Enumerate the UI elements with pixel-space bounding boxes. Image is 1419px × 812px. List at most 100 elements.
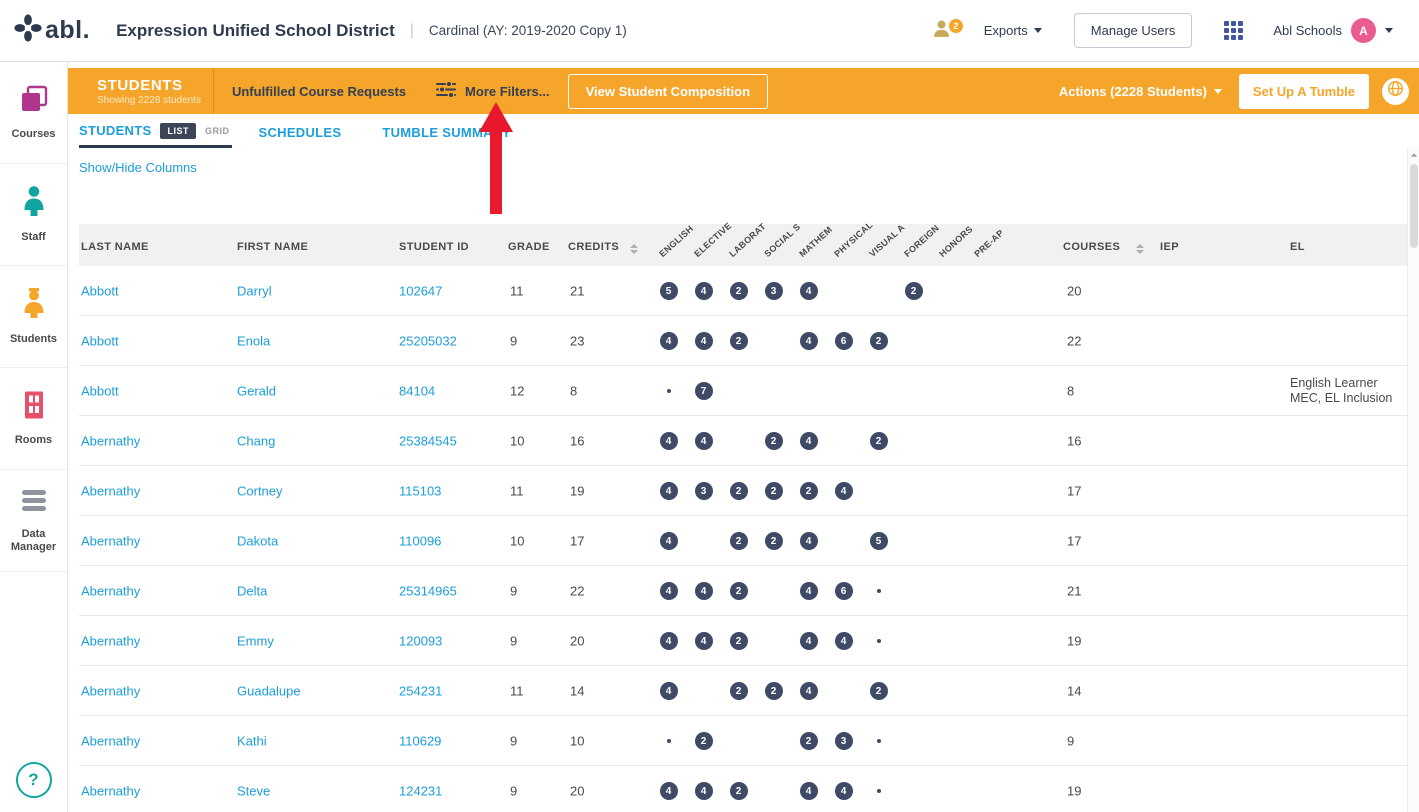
tab-students-label[interactable]: STUDENTS (79, 123, 151, 138)
grid-view-toggle[interactable]: GRID (205, 126, 230, 136)
help-button[interactable]: ? (16, 762, 52, 798)
student-last-name-link[interactable]: Abernathy (81, 733, 140, 748)
student-id-link[interactable]: 110629 (399, 733, 441, 748)
subject-column-header-foreign[interactable]: FOREIGN (902, 223, 941, 259)
student-first-name-link[interactable]: Emmy (237, 633, 274, 648)
subject-cell-pre-ap (966, 716, 1001, 766)
apps-grid-icon[interactable] (1224, 21, 1243, 40)
view-student-composition-button[interactable]: View Student Composition (568, 74, 768, 109)
courses-cell: 20 (1067, 283, 1081, 298)
student-first-name-link[interactable]: Chang (237, 433, 275, 448)
subject-cell-english: 4 (651, 766, 686, 812)
manage-users-button[interactable]: Manage Users (1074, 13, 1193, 48)
credit-count-badge: 2 (730, 532, 748, 550)
column-header-el[interactable]: EL (1290, 241, 1305, 253)
student-id-link[interactable]: 84104 (399, 383, 435, 398)
subject-column-header-pre-ap[interactable]: PRE-AP (972, 228, 1005, 259)
student-last-name-link[interactable]: Abbott (81, 283, 119, 298)
student-id-link[interactable]: 254231 (399, 683, 442, 698)
abl-logo[interactable]: abl. (12, 13, 90, 48)
column-header-last-name[interactable]: LAST NAME (81, 241, 149, 253)
subject-cell-pre-ap (966, 366, 1001, 416)
column-header-student-id[interactable]: STUDENT ID (399, 241, 469, 253)
student-last-name-link[interactable]: Abernathy (81, 433, 140, 448)
student-id-link[interactable]: 25205032 (399, 333, 457, 348)
subject-cell-mathem: 4 (791, 266, 826, 316)
unfulfilled-course-requests-button[interactable]: Unfulfilled Course Requests (232, 84, 406, 99)
subject-cell-elective: 4 (686, 416, 721, 466)
subject-cell-social-s: 2 (756, 466, 791, 516)
sidebar-item-courses[interactable]: Courses (0, 62, 67, 164)
scrollbar-up-arrow-icon[interactable] (1408, 148, 1419, 162)
student-last-name-link[interactable]: Abbott (81, 383, 119, 398)
student-first-name-link[interactable]: Gerald (237, 383, 276, 398)
student-last-name-link[interactable]: Abbott (81, 333, 119, 348)
student-last-name-link[interactable]: Abernathy (81, 783, 140, 798)
rooms-icon (21, 390, 47, 425)
user-notifications-button[interactable]: 2 (931, 18, 952, 44)
student-id-link[interactable]: 102647 (399, 283, 442, 298)
globe-button[interactable] (1382, 78, 1409, 105)
student-id-link[interactable]: 124231 (399, 783, 442, 798)
student-id-link[interactable]: 120093 (399, 633, 442, 648)
show-hide-columns-link[interactable]: Show/Hide Columns (79, 160, 197, 175)
column-header-iep[interactable]: IEP (1160, 241, 1179, 253)
more-filters-button[interactable]: More Filters... (436, 81, 550, 101)
subject-cell-mathem: 4 (791, 516, 826, 566)
tab-tumble-summary[interactable]: TUMBLE SUMMARY (382, 125, 511, 140)
subject-column-header-elective[interactable]: ELECTIVE (692, 221, 733, 259)
student-last-name-link[interactable]: Abernathy (81, 583, 140, 598)
student-last-name-link[interactable]: Abernathy (81, 483, 140, 498)
student-first-name-link[interactable]: Darryl (237, 283, 272, 298)
credit-count-badge: 4 (800, 782, 818, 800)
account-menu[interactable]: Abl Schools A (1273, 18, 1393, 43)
list-view-toggle[interactable]: LIST (160, 123, 196, 139)
subject-cell-laborat: 2 (721, 666, 756, 716)
column-header-first-name[interactable]: FIRST NAME (237, 241, 308, 253)
student-last-name-link[interactable]: Abernathy (81, 533, 140, 548)
subject-column-header-social-s[interactable]: SOCIAL S (762, 222, 802, 259)
credit-count-badge: 4 (695, 582, 713, 600)
subject-cell-laborat: 2 (721, 566, 756, 616)
student-last-name-link[interactable]: Abernathy (81, 633, 140, 648)
set-up-a-tumble-button[interactable]: Set Up A Tumble (1239, 74, 1369, 109)
sort-icon-courses[interactable] (1136, 244, 1144, 254)
subject-column-header-honors[interactable]: HONORS (937, 224, 974, 259)
sidebar-item-students[interactable]: Students (0, 266, 67, 368)
tab-schedules[interactable]: SCHEDULES (258, 125, 341, 140)
scrollbar-thumb[interactable] (1410, 164, 1418, 248)
sidebar-item-staff[interactable]: Staff (0, 164, 67, 266)
sidebar-item-rooms[interactable]: Rooms (0, 368, 67, 470)
student-first-name-link[interactable]: Kathi (237, 733, 267, 748)
student-first-name-link[interactable]: Steve (237, 783, 270, 798)
credit-count-badge: 4 (800, 332, 818, 350)
subject-column-header-english[interactable]: ENGLISH (657, 223, 695, 259)
sort-icon-credits[interactable] (630, 244, 638, 254)
student-first-name-link[interactable]: Enola (237, 333, 270, 348)
subject-column-header-mathem[interactable]: MATHEM (797, 224, 834, 259)
student-id-link[interactable]: 25384545 (399, 433, 457, 448)
student-first-name-link[interactable]: Dakota (237, 533, 278, 548)
sidebar-item-label: Rooms (15, 434, 52, 447)
subject-cell-english: 4 (651, 516, 686, 566)
column-header-credits[interactable]: CREDITS (568, 241, 619, 253)
student-first-name-link[interactable]: Delta (237, 583, 267, 598)
student-id-link[interactable]: 25314965 (399, 583, 457, 598)
student-id-link[interactable]: 110096 (399, 533, 441, 548)
courses-cell: 22 (1067, 333, 1081, 348)
credit-count-badge: 2 (765, 482, 783, 500)
student-first-name-link[interactable]: Cortney (237, 483, 283, 498)
credit-count-badge: 2 (730, 282, 748, 300)
credit-count-badge: 4 (835, 482, 853, 500)
exports-dropdown[interactable]: Exports (984, 23, 1042, 38)
vertical-scrollbar[interactable] (1407, 148, 1419, 812)
actions-dropdown[interactable]: Actions (2228 Students) (1059, 84, 1222, 99)
student-first-name-link[interactable]: Guadalupe (237, 683, 301, 698)
tab-students-active[interactable]: STUDENTS LIST GRID (79, 116, 232, 148)
student-last-name-link[interactable]: Abernathy (81, 683, 140, 698)
sidebar-item-data-manager[interactable]: Data Manager (0, 470, 67, 572)
column-header-courses[interactable]: COURSES (1063, 241, 1120, 253)
subject-cell-honors (931, 566, 966, 616)
student-id-link[interactable]: 115103 (399, 483, 441, 498)
column-header-grade[interactable]: GRADE (508, 241, 550, 253)
